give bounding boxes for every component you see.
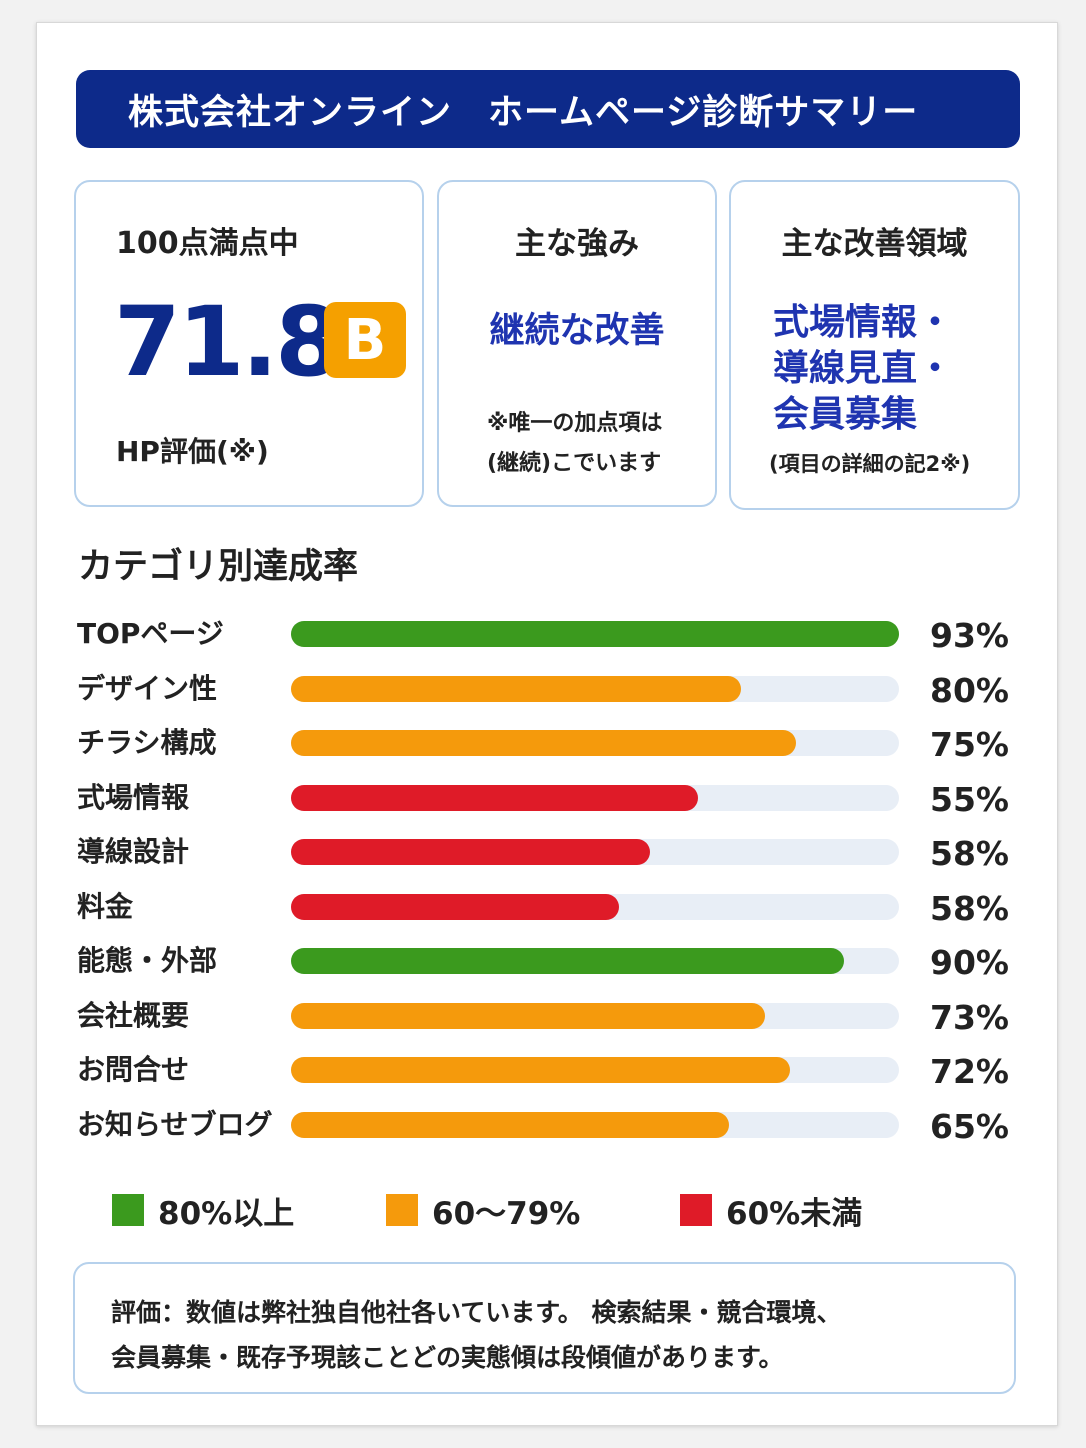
category-label: TOPページ [77,617,224,650]
improvement-panel: 主な改善領域 式場情報・ 導線見直・ 会員募集 (項目の詳細の記2※) [729,180,1020,510]
category-label: お問合せ [77,1053,190,1086]
footer-note: 評価：数値は弊社独自他社各いています。 検索結果・競合環境、 会員募集・既存予現… [73,1262,1016,1394]
bar [291,621,899,647]
value-label: 90% [930,943,1009,982]
bar [291,839,650,865]
bar-track [291,784,899,811]
score-note: HP評価(※) [116,435,269,468]
bar-track [291,1057,899,1083]
score-scale-label: 100点満点中 [116,226,299,261]
legend-label: 60%未満 [726,1195,863,1232]
value-label: 75% [930,725,1009,764]
chart-row: お知らせブログ 65% [0,1105,1086,1146]
chart-row: 会社概要 73% [0,996,1086,1037]
legend-swatch [680,1194,712,1226]
bar-track [291,893,899,920]
category-label: 料金 [77,889,134,923]
category-label: 導線設計 [77,835,190,868]
bar [291,1111,729,1138]
grade-badge: B [324,302,406,378]
bar-track [291,1111,899,1138]
chart-row: お問合せ 72% [0,1050,1086,1091]
legend-label: 60～79% [432,1195,581,1232]
value-label: 72% [930,1052,1009,1091]
legend-swatch [112,1194,144,1226]
footer-line-1: 評価：数値は弊社独自他社各いています。 検索結果・競合環境、 [111,1298,842,1327]
strength-title: 主な強み [515,226,639,262]
category-label: デザイン性 [77,671,218,705]
page-title-banner: 株式会社オンライン ホームページ診断サマリー [76,70,1020,148]
improvement-item: 式場情報・ [773,302,954,343]
bar [291,893,620,920]
category-label: 能態・外部 [77,944,218,977]
improvement-title: 主な改善領域 [781,226,968,262]
bar-track [291,1002,899,1029]
category-label: お知らせブログ [77,1107,273,1141]
strength-main: 継続な改善 [489,311,665,351]
bar-track [291,948,899,974]
improvement-item: 会員募集 [773,394,918,435]
category-label: 式場情報 [77,780,190,814]
bar-track [291,839,899,865]
value-label: 58% [930,834,1009,873]
legend-swatch [386,1194,418,1226]
value-label: 55% [930,779,1009,819]
strength-panel: 主な強み 継続な改善 ※唯一の加点項は (継続)こでいます [437,180,717,507]
value-label: 65% [930,1106,1009,1146]
chart-row: チラシ構成 75% [0,723,1086,764]
improvement-item: 導線見直・ [773,348,954,389]
category-label: チラシ構成 [77,726,217,759]
score-panel: 100点満点中 71.8 B HP評価(※) [74,180,424,507]
bar-track [291,621,899,647]
legend-item: 60～79% [386,1190,581,1232]
chart-row: 式場情報 55% [0,778,1086,819]
bar [291,948,845,974]
chart-row: 料金 58% [0,887,1086,928]
bar [291,675,741,702]
footer-line-2: 会員募集・既存予現該ことどの実態傾は段傾値があります。 [111,1343,784,1372]
value-label: 80% [930,670,1009,710]
chart-row: 導線設計 58% [0,832,1086,873]
bar [291,1057,790,1083]
legend-item: 60%未満 [680,1190,863,1232]
bar [291,1002,766,1029]
improvement-note: (項目の詳細の記2※) [769,452,971,476]
legend-label: 80%以上 [158,1195,295,1232]
improvement-items: 式場情報・ 導線見直・ 会員募集 [773,300,953,438]
chart-row: TOPページ 93% [0,614,1086,655]
strength-note: ※唯一の加点項は (継続)こでいます [487,404,662,484]
legend-item: 80%以上 [112,1190,295,1232]
strength-note-line-2: (継続)こでいます [487,451,662,476]
chart-title: カテゴリ別達成率 [78,547,359,587]
chart-row: 能態・外部 90% [0,941,1086,982]
bar-track [291,730,899,756]
value-label: 73% [930,997,1009,1037]
value-label: 58% [930,888,1009,928]
category-label: 会社概要 [77,998,190,1032]
strength-note-line-1: ※唯一の加点項は [487,411,663,436]
bar-track [291,675,899,702]
value-label: 93% [930,616,1009,655]
score-value: 71.8 [114,286,342,398]
chart-row: デザイン性 80% [0,669,1086,710]
bar [291,784,699,811]
bar [291,730,796,756]
